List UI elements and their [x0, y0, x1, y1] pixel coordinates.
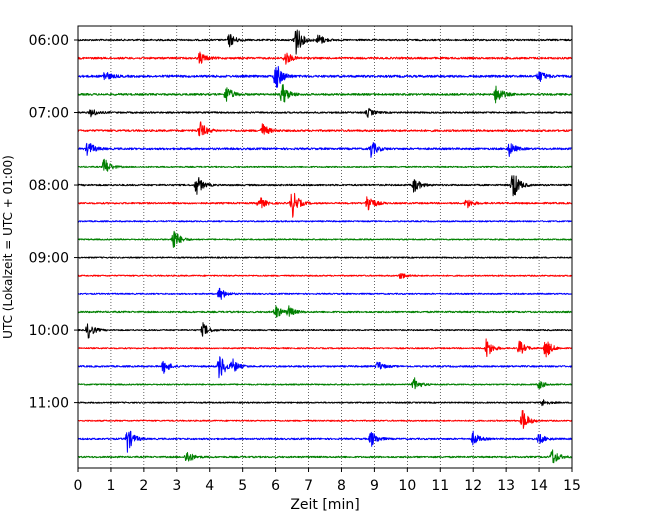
x-tick-label: 6 — [271, 478, 280, 494]
trace-0800 — [77, 175, 573, 197]
y-axis: 06:00 07:00 08:00 09:00 10:00 11:00 — [29, 33, 78, 412]
trace-0815 — [77, 192, 573, 218]
trace-0930 — [77, 287, 573, 300]
x-tick-label: 4 — [205, 478, 214, 494]
trace-0630 — [77, 65, 573, 88]
trace-1015 — [77, 338, 573, 358]
x-tick-label: 9 — [370, 478, 379, 494]
trace-0645 — [77, 84, 573, 104]
x-tick-label: 8 — [337, 478, 346, 494]
trace-1115 — [77, 409, 573, 429]
x-axis-label: Zeit [min] — [290, 497, 359, 513]
trace-0715 — [77, 121, 573, 137]
y-tick-label: 08:00 — [29, 178, 69, 194]
x-tick-label: 1 — [106, 478, 115, 494]
trace-1000 — [77, 322, 573, 339]
x-tick-label: 7 — [304, 478, 313, 494]
y-tick-label: 09:00 — [29, 251, 69, 267]
x-tick-label: 3 — [172, 478, 181, 494]
x-tick-label: 0 — [74, 478, 83, 494]
y-tick-label: 11:00 — [29, 396, 69, 412]
y-axis-label: UTC (Lokalzeit = UTC + 01:00) — [1, 155, 15, 339]
y-tick-label: 07:00 — [29, 106, 69, 122]
trace-0915 — [77, 273, 573, 280]
trace-0730 — [77, 142, 573, 158]
y-tick-label: 06:00 — [29, 33, 69, 49]
trace-0600 — [77, 29, 573, 55]
y-tick-label: 10:00 — [29, 323, 69, 339]
x-tick-label: 15 — [563, 478, 581, 494]
plot-frame — [77, 25, 573, 469]
trace-1100 — [77, 399, 573, 407]
trace-0615 — [77, 51, 573, 65]
trace-0900 — [77, 256, 573, 259]
trace-0745 — [77, 158, 573, 172]
trace-1145 — [77, 449, 573, 464]
trace-1130 — [77, 430, 573, 453]
x-tick-label: 10 — [398, 478, 416, 494]
trace-0845 — [77, 230, 573, 248]
x-tick-label: 5 — [238, 478, 247, 494]
x-tick-label: 11 — [431, 478, 449, 494]
x-tick-label: 14 — [530, 478, 548, 494]
traces — [77, 29, 573, 464]
x-tick-label: 12 — [464, 478, 482, 494]
trace-0830 — [77, 220, 573, 223]
x-tick-label: 13 — [497, 478, 515, 494]
x-tick-label: 2 — [139, 478, 148, 494]
x-axis: 0 1 2 3 4 5 6 7 8 9 10 11 12 13 14 15 — [74, 468, 581, 494]
trace-0945 — [77, 305, 573, 318]
trace-0700 — [77, 107, 573, 118]
trace-1030 — [77, 356, 573, 379]
trace-1045 — [77, 377, 573, 390]
